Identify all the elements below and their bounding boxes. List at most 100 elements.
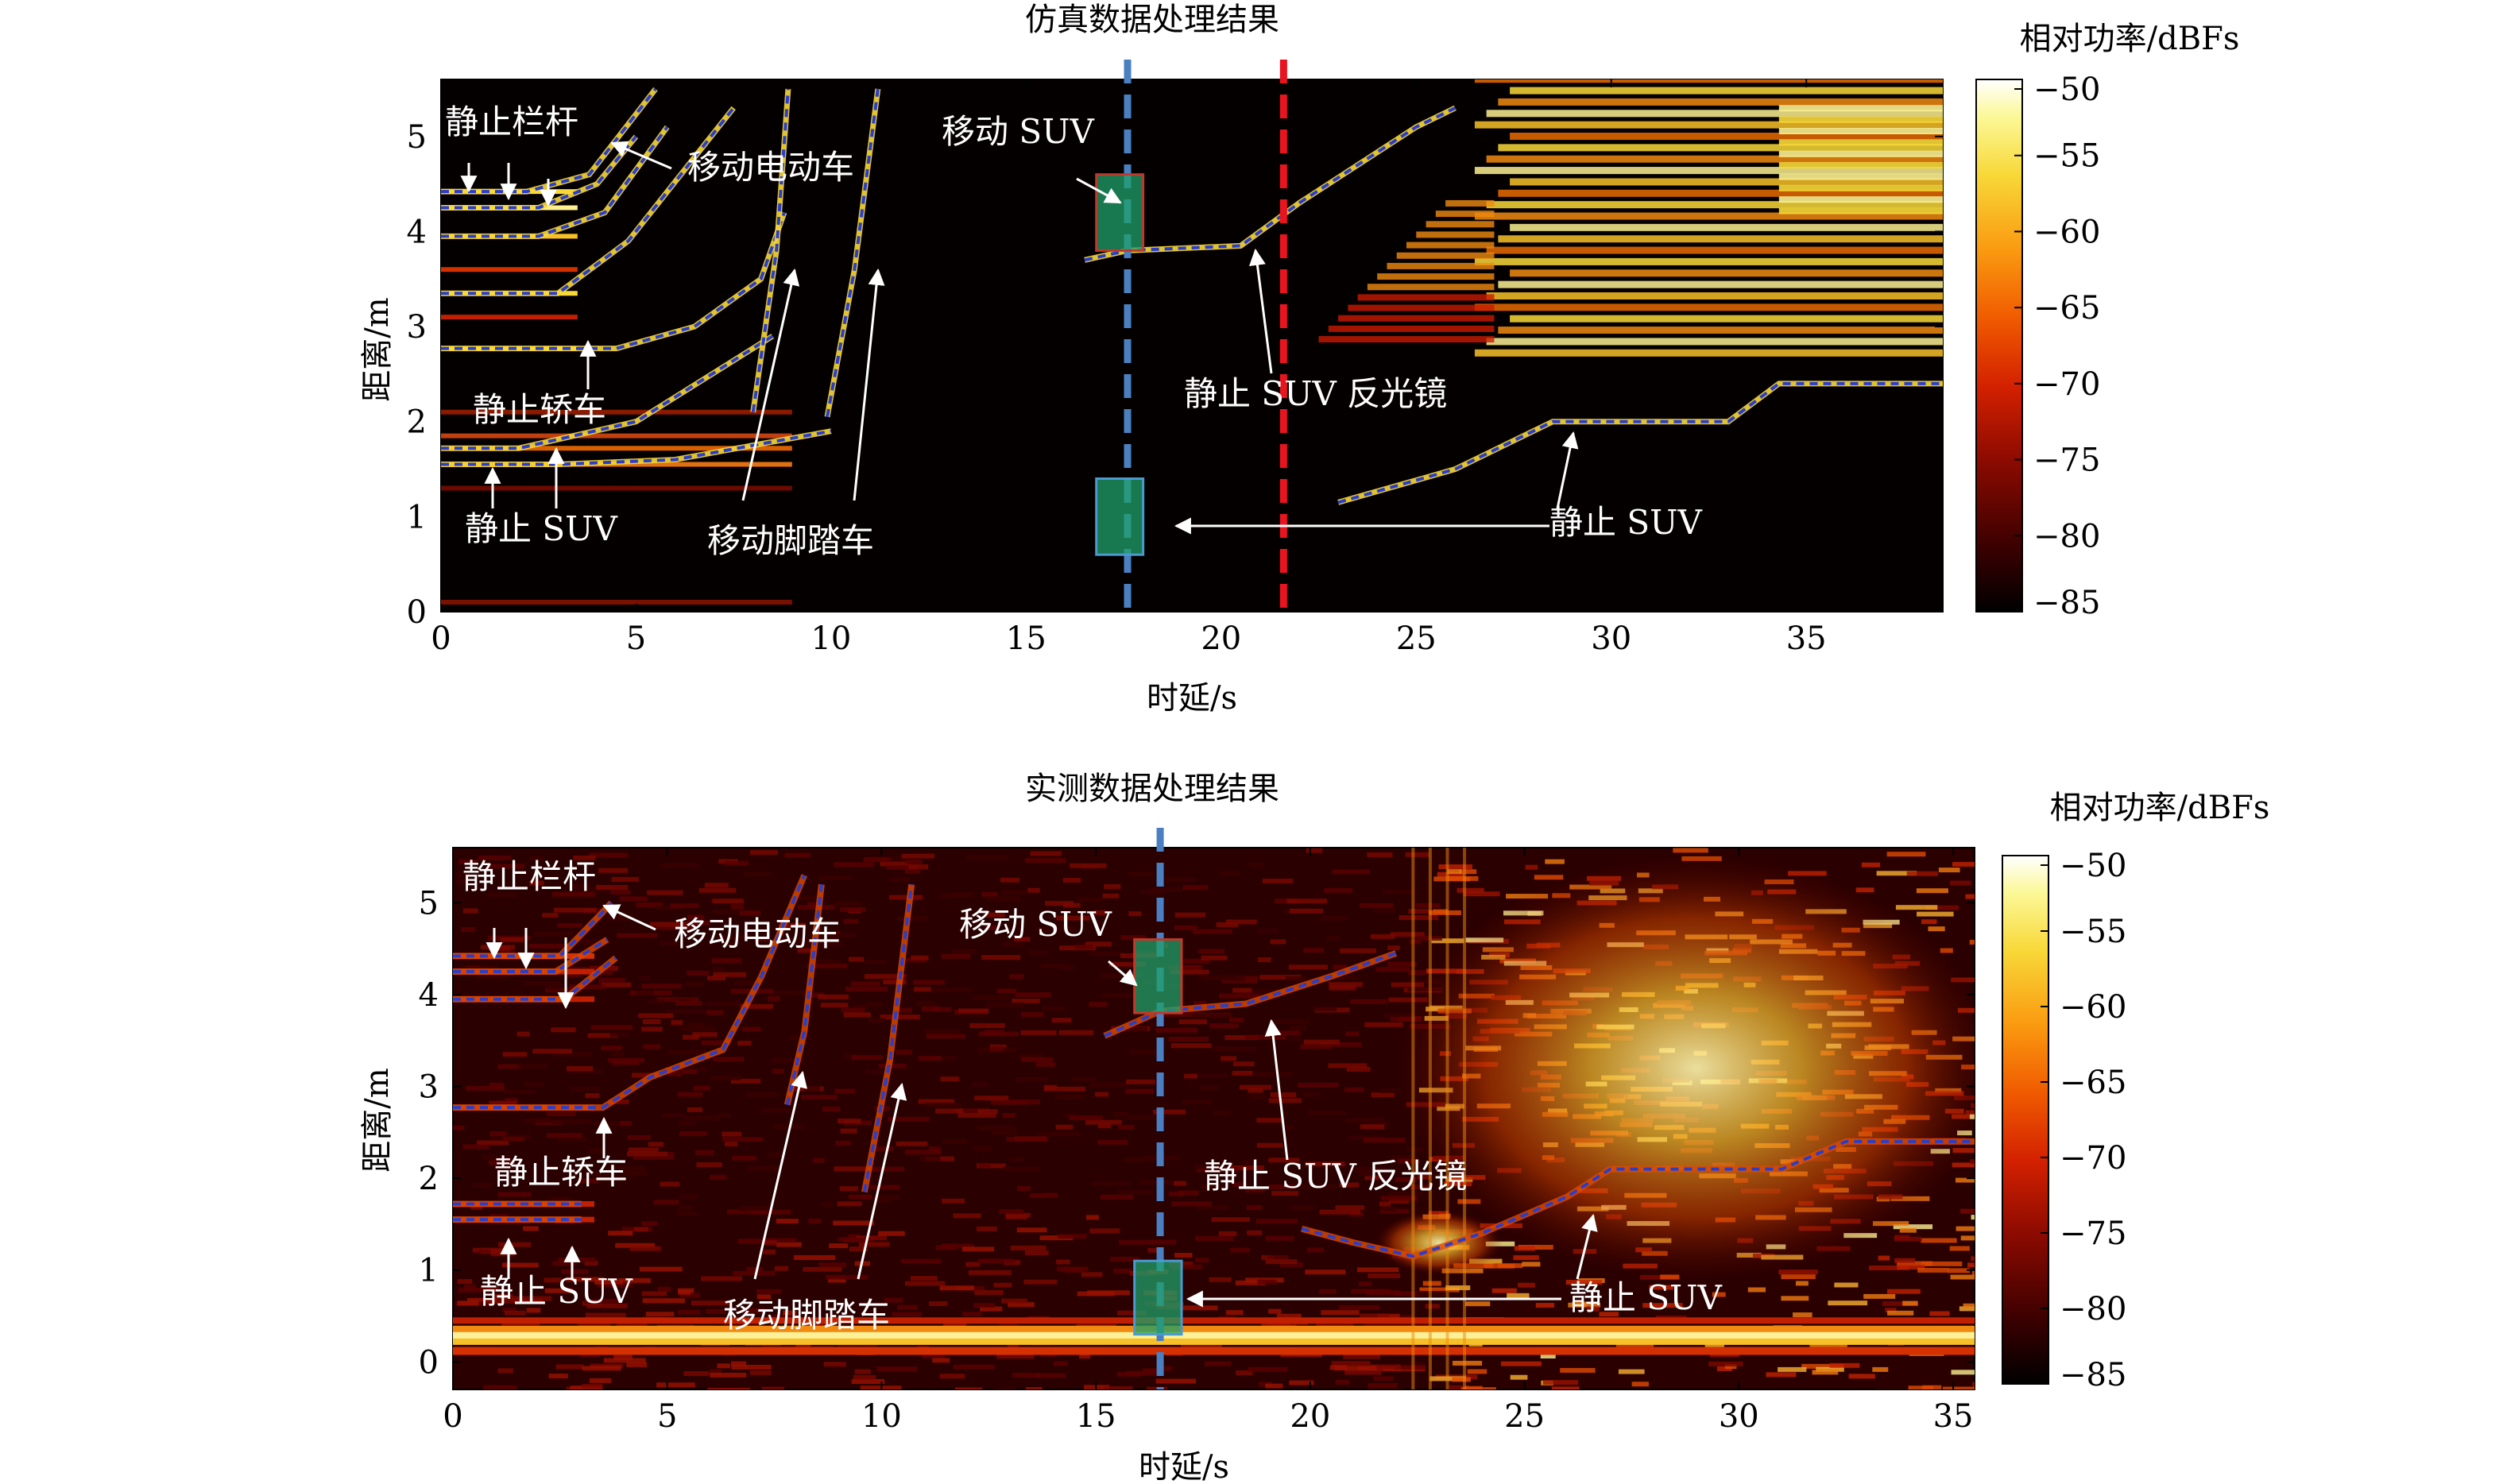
- noise-cell: [656, 925, 693, 930]
- noise-cell: [1409, 939, 1422, 945]
- noise-cell: [589, 1378, 612, 1383]
- noise-cell: [1329, 985, 1356, 991]
- noise-cell: [1271, 1191, 1299, 1196]
- annotation-label: 静止 SUV: [480, 1272, 633, 1311]
- noise-cell: [826, 1274, 869, 1280]
- noise-cell: [1012, 999, 1040, 1004]
- noise-cell: [739, 910, 761, 916]
- noise-cell: [1359, 1313, 1390, 1319]
- noise-cell: [1452, 1360, 1483, 1366]
- noise-cell: [1056, 1259, 1070, 1265]
- noise-cell: [1259, 975, 1302, 980]
- colorbar-tick-label: −65: [2033, 290, 2100, 327]
- noise-cell: [1373, 1376, 1394, 1382]
- noise-cell: [1192, 929, 1232, 934]
- noise-cell: [853, 1374, 876, 1380]
- noise-cell: [713, 972, 747, 977]
- noise-cell: [1286, 899, 1328, 904]
- noise-cell: [740, 1003, 773, 1009]
- noise-cell: [849, 1246, 869, 1252]
- noise-cell: [557, 922, 582, 928]
- noise-cell: [1268, 1157, 1300, 1163]
- noise-cell: [865, 959, 887, 964]
- noise-cell: [617, 933, 658, 938]
- x-tick-label: 25: [1396, 620, 1437, 657]
- noise-cell: [740, 1308, 766, 1313]
- x-tick-label: 10: [861, 1398, 902, 1435]
- noise-cell: [641, 984, 682, 989]
- noise-cell: [566, 1066, 594, 1072]
- noise-cell: [1140, 890, 1163, 895]
- noise-cell: [647, 890, 683, 895]
- noise-cell: [1500, 1361, 1542, 1366]
- noise-cell: [1213, 1110, 1231, 1115]
- noise-cell: [1522, 1262, 1541, 1267]
- x-axis-label: 时延/s: [1147, 680, 1237, 717]
- noise-cell: [1089, 1082, 1128, 1088]
- noise-cell: [1043, 1086, 1086, 1092]
- noise-cell: [1062, 878, 1081, 883]
- target-track: [453, 937, 609, 974]
- noise-cell: [1089, 951, 1124, 956]
- noise-cell: [939, 1374, 965, 1379]
- noise-cell: [1928, 926, 1945, 932]
- noise-cell: [1897, 1264, 1925, 1270]
- noise-cell: [1407, 1184, 1431, 1190]
- noise-cell: [596, 1282, 633, 1288]
- noise-cell: [1716, 1366, 1732, 1371]
- noise-cell: [730, 904, 745, 910]
- x-axis-ticks: 0 5 10 15 20 25 30 35: [431, 79, 1827, 657]
- noise-cell: [973, 1146, 992, 1152]
- heatmap-band: [1778, 116, 1943, 123]
- noise-cell: [1246, 1205, 1263, 1211]
- noise-cell: [1020, 1012, 1043, 1018]
- noise-cell: [1023, 1279, 1058, 1285]
- y-tick-label: 1: [407, 499, 427, 535]
- noise-cell: [1112, 1111, 1129, 1117]
- noise-cell: [1036, 1373, 1066, 1378]
- noise-cell: [656, 1382, 695, 1388]
- heatmap-band: [1367, 284, 1495, 291]
- noise-cell: [1834, 1282, 1859, 1288]
- noise-cell: [1370, 933, 1395, 939]
- noise-cell: [744, 871, 771, 877]
- noise-cell: [1097, 1139, 1128, 1145]
- noise-cell: [1000, 877, 1020, 883]
- noise-cell: [682, 1034, 699, 1040]
- noise-cell: [931, 987, 973, 992]
- noise-cell: [753, 937, 770, 942]
- noise-cell: [656, 905, 683, 910]
- noise-cell: [679, 1130, 707, 1136]
- noise-cell: [1406, 1146, 1424, 1152]
- noise-cell: [679, 1194, 698, 1200]
- noise-cell: [884, 1297, 903, 1303]
- annotation-label: 静止 SUV: [465, 509, 618, 548]
- noise-cell: [1155, 1027, 1198, 1033]
- noise-cell: [1038, 1131, 1081, 1137]
- noise-cell: [1894, 1236, 1922, 1242]
- noise-cell: [1599, 1312, 1619, 1317]
- noise-cell: [633, 1227, 649, 1232]
- noise-cell: [608, 1099, 629, 1104]
- noise-cell: [477, 974, 507, 980]
- annotation-arrow: [1076, 177, 1122, 204]
- noise-cell: [1256, 1142, 1283, 1148]
- noise-cell: [553, 1052, 592, 1057]
- x-tick-label: 35: [1786, 620, 1827, 657]
- noise-cell: [693, 1085, 710, 1091]
- noise-cell: [1045, 901, 1074, 906]
- noise-cell: [497, 1192, 532, 1197]
- noise-cell: [476, 1140, 509, 1146]
- noise-cell: [1078, 1354, 1091, 1359]
- noise-cell: [511, 1296, 552, 1301]
- noise-cell: [1126, 1079, 1155, 1084]
- noise-cell: [921, 1006, 940, 1011]
- noise-cell: [707, 976, 725, 981]
- noise-cell: [456, 879, 471, 885]
- noise-cell: [547, 985, 563, 991]
- noise-cell: [648, 999, 665, 1005]
- noise-cell: [848, 956, 865, 962]
- highlight-box: [1133, 938, 1183, 1014]
- noise-cell: [568, 1069, 603, 1074]
- noise-cell: [1551, 1386, 1580, 1389]
